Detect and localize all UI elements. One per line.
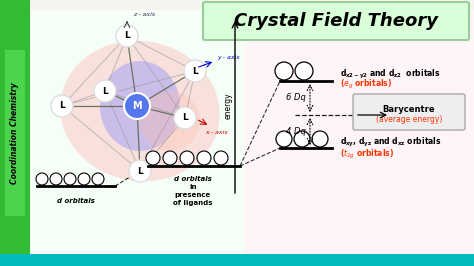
Circle shape <box>312 131 328 147</box>
Text: L: L <box>182 114 188 123</box>
Circle shape <box>295 62 313 80</box>
Text: x - axis: x - axis <box>205 131 228 135</box>
FancyBboxPatch shape <box>0 0 30 266</box>
Circle shape <box>275 62 293 80</box>
FancyBboxPatch shape <box>0 254 474 266</box>
Text: energy: energy <box>224 93 233 119</box>
Text: ($\mathit{t_{2g}}$ orbitals): ($\mathit{t_{2g}}$ orbitals) <box>340 147 394 161</box>
Ellipse shape <box>100 61 180 151</box>
Text: d orbitals: d orbitals <box>57 198 95 204</box>
Text: $\mathbf{d_{x2-y2}}$ and $\mathbf{d_{z2}}$  orbitals: $\mathbf{d_{x2-y2}}$ and $\mathbf{d_{z2}… <box>340 68 441 81</box>
Circle shape <box>163 151 177 165</box>
Circle shape <box>197 151 211 165</box>
Circle shape <box>64 173 76 185</box>
Circle shape <box>124 93 150 119</box>
Circle shape <box>50 173 62 185</box>
Circle shape <box>116 25 138 47</box>
Text: 4 Dq: 4 Dq <box>286 127 306 136</box>
Ellipse shape <box>60 41 220 181</box>
Circle shape <box>146 151 160 165</box>
Text: 6 Dq: 6 Dq <box>286 94 306 102</box>
Text: $\mathbf{d_{xy}}$, $\mathbf{d_{yz}}$ and $\mathbf{d_{xz}}$ orbitals: $\mathbf{d_{xy}}$, $\mathbf{d_{yz}}$ and… <box>340 135 442 148</box>
Circle shape <box>51 95 73 117</box>
Ellipse shape <box>140 91 200 151</box>
Text: L: L <box>124 31 130 40</box>
FancyBboxPatch shape <box>245 10 474 256</box>
Circle shape <box>184 60 206 82</box>
Text: presence: presence <box>175 192 211 198</box>
Circle shape <box>36 173 48 185</box>
Circle shape <box>276 131 292 147</box>
Text: Barycentre: Barycentre <box>383 105 435 114</box>
Text: L: L <box>102 86 108 95</box>
FancyBboxPatch shape <box>30 10 245 256</box>
Circle shape <box>78 173 90 185</box>
Text: L: L <box>192 66 198 76</box>
FancyBboxPatch shape <box>203 2 469 40</box>
Circle shape <box>129 160 151 182</box>
Circle shape <box>94 80 116 102</box>
Text: y - axis: y - axis <box>217 56 240 60</box>
Text: ($\mathit{e_g}$ orbitals): ($\mathit{e_g}$ orbitals) <box>340 77 392 90</box>
Circle shape <box>214 151 228 165</box>
Circle shape <box>92 173 104 185</box>
Circle shape <box>180 151 194 165</box>
Text: Crystal Field Theory: Crystal Field Theory <box>234 12 438 30</box>
Text: of ligands: of ligands <box>173 200 213 206</box>
Text: L: L <box>137 167 143 176</box>
Text: Coordination Chemistry: Coordination Chemistry <box>10 82 19 184</box>
FancyBboxPatch shape <box>5 50 25 216</box>
Text: z - axis: z - axis <box>133 11 155 16</box>
Text: in: in <box>189 184 197 190</box>
Text: (average energy): (average energy) <box>376 114 442 123</box>
Text: L: L <box>59 102 65 110</box>
Text: d orbitals: d orbitals <box>174 176 212 182</box>
Circle shape <box>294 131 310 147</box>
Circle shape <box>174 107 196 129</box>
Text: M: M <box>132 101 142 111</box>
FancyBboxPatch shape <box>353 94 465 130</box>
